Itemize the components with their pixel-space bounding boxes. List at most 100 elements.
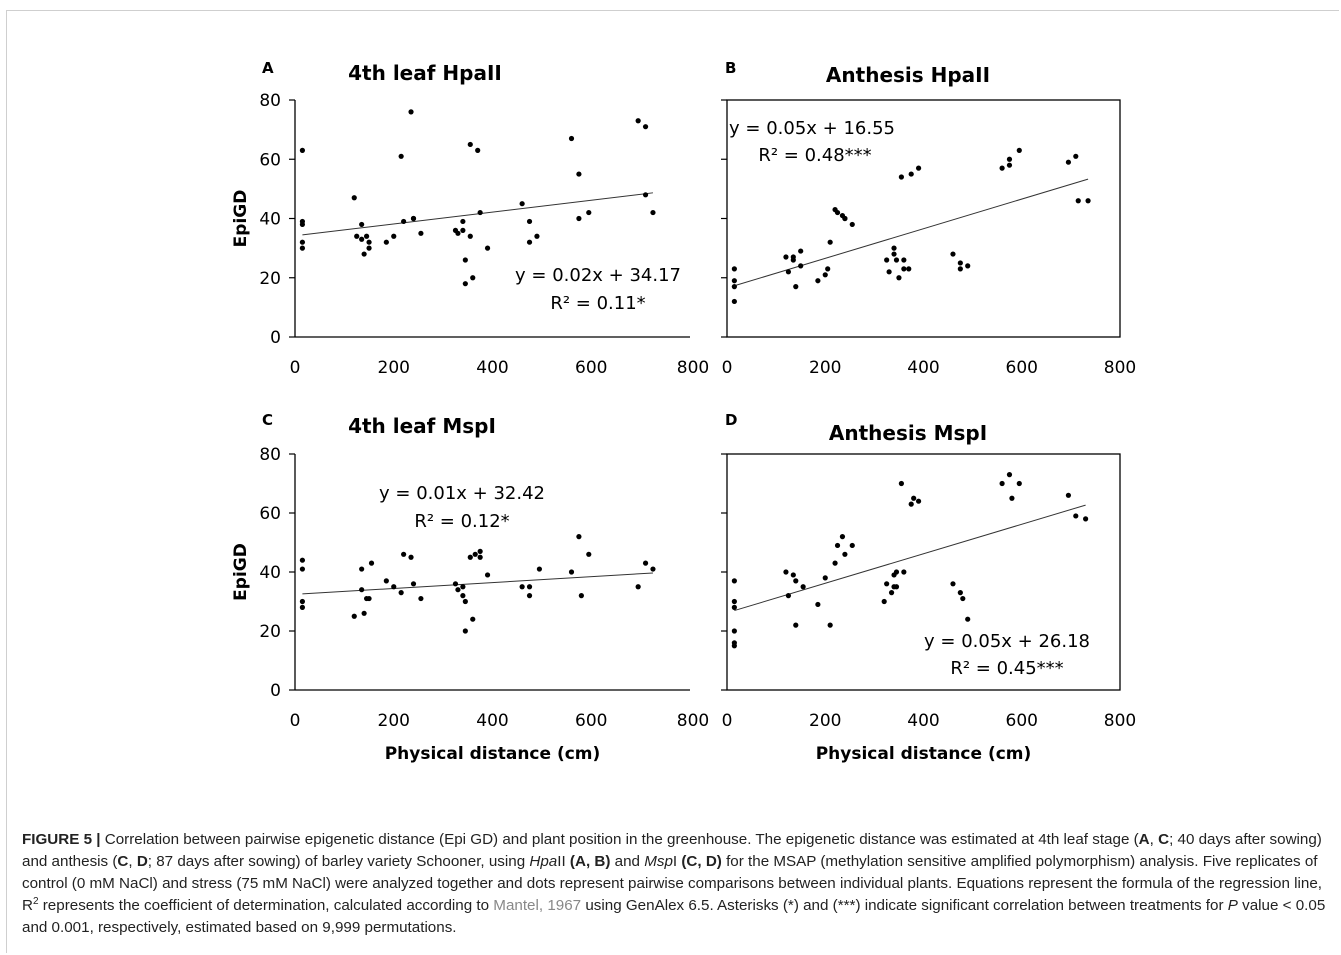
panel-a-r-squared: R² = 0.11* xyxy=(550,293,645,314)
panel-d-data-point xyxy=(884,581,890,587)
panel-b-data-point xyxy=(825,266,831,272)
panel-a-y-tick-label: 60 xyxy=(259,150,281,170)
panel-b-data-point xyxy=(893,257,900,263)
panel-c-x-tick-label: 400 xyxy=(476,711,508,731)
panel-d-data-point xyxy=(790,572,796,578)
panel-b-data-point xyxy=(731,298,737,305)
panel-a-regression-line xyxy=(302,192,654,236)
panel-a-x-tick-label: 600 xyxy=(575,358,607,378)
panel-c-data-point xyxy=(401,551,407,557)
panel-b-data-point xyxy=(785,269,792,275)
caption-superscript: 2 xyxy=(32,895,39,907)
panel-c-y-tick-label: 80 xyxy=(259,445,281,465)
caption-text: II xyxy=(557,853,570,870)
panel-a-data-point xyxy=(462,257,468,263)
panel-c-y-tick-label: 40 xyxy=(259,563,281,583)
panel-b-data-point xyxy=(915,165,922,171)
panel-d-r-squared: R² = 0.45*** xyxy=(950,658,1063,679)
panel-b-data-point xyxy=(950,251,956,257)
panel-c-data-point xyxy=(418,595,424,602)
panel-a-data-point xyxy=(467,141,473,148)
panel-b-data-point xyxy=(1016,147,1022,153)
panel-d-data-point xyxy=(915,498,922,504)
panel-a-data-point xyxy=(642,192,649,198)
panel-a-data-point xyxy=(576,215,582,222)
panel-b-data-point xyxy=(886,269,892,275)
panel-d-data-point xyxy=(800,584,806,590)
panel-c-data-point xyxy=(650,566,656,572)
panel-a-data-point xyxy=(526,218,533,225)
panel-a-data-point xyxy=(576,171,582,177)
panel-c-data-point xyxy=(408,554,414,560)
panel-d-data-point xyxy=(908,501,914,507)
panel-d-x-tick-label: 800 xyxy=(1104,711,1136,731)
panel-b-data-point xyxy=(731,278,737,284)
panel-b-data-point xyxy=(896,275,902,281)
panel-b-data-point xyxy=(1075,198,1081,204)
panel-a-equation: y = 0.02x + 34.17 xyxy=(515,265,681,286)
panel-a-y-tick-label: 20 xyxy=(259,269,281,289)
panel-a-title: 4th leaf HpaII xyxy=(348,61,502,85)
caption-text: for the MSAP (methylation sensitive ampl… xyxy=(22,853,1323,914)
panel-c-data-point xyxy=(299,604,306,611)
panel-b-data-point xyxy=(834,209,841,216)
panel-a-data-point xyxy=(635,118,641,124)
panel-d-data-point xyxy=(731,643,737,649)
panel-d-x-tick-label: 400 xyxy=(907,711,939,731)
caption-label: FIGURE 5 | xyxy=(22,831,101,848)
panel-c-letter: C xyxy=(262,411,273,429)
panel-c-data-point xyxy=(359,587,365,593)
caption-text: using GenAlex 6.5. Asterisks (*) and (**… xyxy=(581,897,1228,914)
panel-c-data-point xyxy=(455,587,461,593)
panel-a-data-point xyxy=(460,227,466,233)
panel-a-data-point xyxy=(359,236,365,242)
panel-b-x-tick-label: 0 xyxy=(722,358,733,378)
panel-d-data-point xyxy=(731,628,737,634)
panel-a-data-point xyxy=(462,281,468,287)
panel-b-data-point xyxy=(1065,159,1072,165)
panel-d-x-axis-label: Physical distance (cm) xyxy=(816,744,1032,764)
panel-b-data-point xyxy=(884,257,890,263)
panel-d-data-point xyxy=(960,595,966,602)
panel-a-data-point xyxy=(299,221,306,228)
panel-d-data-point xyxy=(1009,495,1015,501)
panel-d-data-point xyxy=(849,542,855,549)
panel-a-data-point xyxy=(361,251,367,257)
panel-a-data-point xyxy=(477,209,483,216)
panel-c-data-point xyxy=(477,548,483,554)
panel-d-data-point xyxy=(881,598,887,605)
panel-a-data-point xyxy=(484,245,491,251)
panel-b-r-squared: R² = 0.48*** xyxy=(758,145,871,166)
panel-d-data-point xyxy=(731,598,737,605)
panel-d-data-point xyxy=(793,622,799,628)
panel-a-data-point xyxy=(519,201,525,207)
panel-c-data-point xyxy=(299,598,306,605)
panel-d-x-tick-label: 200 xyxy=(809,711,841,731)
panel-a-data-point xyxy=(470,275,476,281)
panel-a-x-tick-label: 800 xyxy=(677,358,709,378)
panel-c-data-point xyxy=(642,560,649,566)
figure-caption: FIGURE 5 | Correlation between pairwise … xyxy=(22,829,1327,939)
panel-d-data-point xyxy=(793,578,799,584)
panel-a-data-point xyxy=(586,209,592,216)
caption-text: and xyxy=(610,853,645,870)
panel-b-data-point xyxy=(906,266,912,272)
panel-c-y-tick-label: 20 xyxy=(259,622,281,642)
panel-a-data-point xyxy=(650,209,656,216)
panel-a-data-point xyxy=(467,233,473,239)
panel-d-regression-line xyxy=(734,504,1086,612)
caption-citation-link[interactable]: Mantel, 1967 xyxy=(493,897,582,914)
panel-c-data-point xyxy=(452,581,459,587)
panel-c-data-point xyxy=(586,551,592,557)
panel-b-data-point xyxy=(1006,162,1013,168)
panel-a-data-point xyxy=(351,195,357,201)
panel-d-data-point xyxy=(888,590,895,596)
panel-c-x-tick-label: 600 xyxy=(575,711,607,731)
panel-c-data-point xyxy=(519,584,525,590)
panel-a-data-point xyxy=(408,109,414,115)
panel-b-data-point xyxy=(793,284,799,290)
panel-c-data-point xyxy=(351,613,357,619)
caption-ref-d: D xyxy=(136,853,148,870)
panel-c-data-point xyxy=(484,572,491,578)
panel-d-data-point xyxy=(957,590,963,596)
